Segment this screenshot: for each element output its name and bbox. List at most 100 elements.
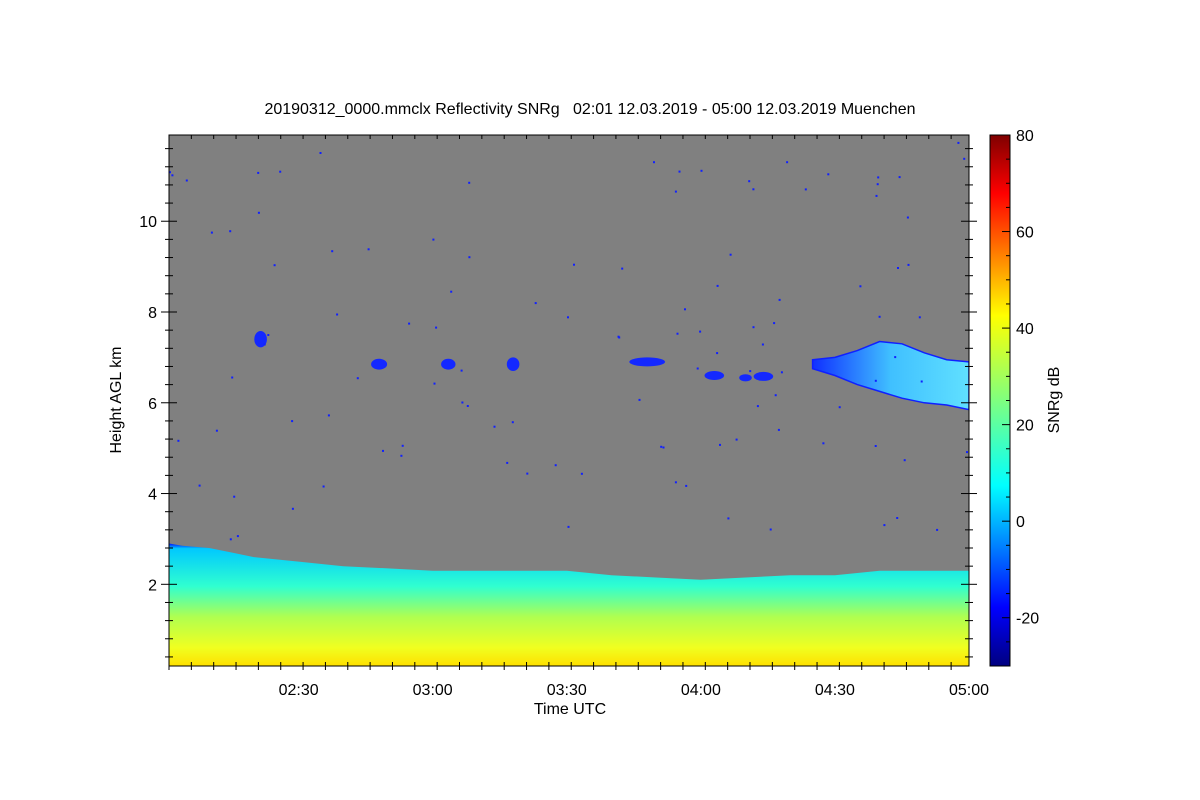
noise-speckle [450, 290, 453, 293]
cirrus-patch [254, 331, 267, 348]
noise-speckle [567, 316, 569, 319]
noise-speckle [685, 484, 688, 487]
noise-speckle [382, 449, 384, 452]
noise-speckle [506, 461, 509, 464]
cirrus-patch [371, 358, 388, 370]
cirrus-patch [739, 374, 752, 382]
noise-speckle [319, 152, 322, 154]
cirrus-patch [506, 357, 520, 372]
x-tick-label: 04:00 [681, 682, 721, 699]
noise-speckle [336, 313, 339, 316]
noise-speckle [267, 334, 270, 336]
noise-speckle [408, 322, 411, 325]
y-tick-label: 2 [148, 577, 157, 594]
y-tick-label: 10 [139, 214, 157, 231]
y-tick-label: 8 [148, 305, 157, 322]
noise-speckle [198, 484, 201, 487]
noise-speckle [493, 425, 496, 428]
noise-speckle [263, 343, 266, 346]
noise-speckle [827, 173, 830, 176]
x-tick-label: 02:30 [279, 682, 319, 699]
noise-speckle [896, 517, 899, 519]
colorbar-tick-label: 20 [1016, 418, 1034, 435]
noise-speckle [653, 161, 655, 164]
noise-speckle [177, 439, 180, 442]
noise-speckle [874, 379, 877, 382]
noise-speckle [756, 405, 759, 408]
noise-speckle [875, 194, 878, 197]
x-tick-label: 04:30 [815, 682, 855, 699]
noise-speckle [257, 171, 260, 174]
noise-speckle [894, 356, 897, 359]
x-tick-label: 03:30 [547, 682, 587, 699]
noise-speckle [903, 459, 906, 462]
boundary-layer-echo [169, 543, 969, 666]
noise-speckle [291, 507, 294, 510]
noise-speckle [400, 454, 403, 457]
noise-speckle [778, 298, 781, 301]
noise-speckle [215, 429, 218, 432]
noise-speckle [696, 367, 699, 370]
y-tick-label: 6 [148, 396, 157, 413]
noise-speckle [918, 316, 921, 319]
noise-speckle [432, 238, 435, 241]
noise-speckle [327, 414, 330, 417]
noise-speckle [906, 216, 909, 219]
noise-speckle [257, 211, 260, 214]
cirrus-patch [441, 358, 456, 370]
noise-speckle [883, 524, 886, 527]
noise-speckle [233, 495, 236, 498]
noise-speckle [877, 176, 880, 179]
plot-frame [168, 134, 970, 667]
noise-speckle [752, 326, 755, 329]
noise-speckle [752, 188, 755, 191]
noise-speckle [719, 443, 721, 446]
noise-speckle [210, 231, 213, 234]
noise-speckle [684, 308, 686, 311]
noise-speckle [618, 336, 621, 339]
noise-speckle [773, 322, 776, 325]
cirrus-patch [629, 357, 666, 367]
noise-speckle [468, 256, 471, 259]
noise-speckle [231, 376, 234, 379]
colorbar-tick-label: 60 [1016, 225, 1034, 242]
x-tick-label: 03:00 [413, 682, 453, 699]
noise-speckle [676, 332, 679, 335]
noise-speckle [674, 481, 677, 484]
noise-speckle [229, 230, 232, 233]
y-axis-label: Height AGL km [108, 346, 125, 453]
noise-speckle [727, 517, 730, 520]
noise-speckle [554, 464, 557, 467]
colorbar-tick-label: 0 [1016, 514, 1025, 531]
noise-speckle [435, 326, 438, 329]
noise-speckle [716, 284, 719, 287]
noise-speckle [638, 398, 641, 401]
noise-speckle [185, 179, 188, 182]
noise-speckle [780, 371, 783, 374]
noise-speckle [580, 472, 583, 475]
noise-speckle [777, 428, 780, 431]
cirrus-patch [753, 371, 774, 381]
noise-speckle [898, 176, 901, 179]
cirrus-cloud-layer [811, 340, 969, 411]
noise-speckle [660, 445, 663, 448]
noise-speckle [367, 248, 370, 251]
noise-speckle [169, 171, 171, 174]
noise-speckle [573, 263, 575, 266]
noise-speckle [749, 370, 752, 373]
noise-speckle [511, 421, 514, 424]
noise-speckle [963, 157, 966, 160]
x-tick-label: 05:00 [949, 682, 989, 699]
noise-speckle [874, 445, 877, 447]
noise-speckle [838, 406, 841, 409]
colorbar-label: SNRg dB [1046, 367, 1063, 434]
noise-speckle [804, 188, 807, 191]
noise-speckle [769, 528, 772, 531]
noise-speckle [229, 538, 232, 541]
noise-speckle [699, 330, 702, 333]
noise-speckle [729, 253, 732, 256]
noise-speckle [735, 438, 738, 441]
noise-speckle [822, 442, 825, 445]
noise-speckle [273, 264, 276, 267]
